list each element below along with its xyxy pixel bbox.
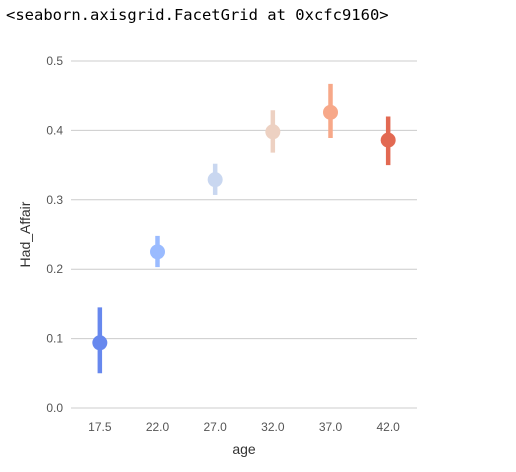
y-tick-label: 0.0: [46, 401, 63, 415]
data-points: [92, 83, 396, 374]
y-tick-labels: 0.0 0.1 0.2 0.3 0.4 0.5: [46, 54, 63, 415]
y-axis-label: Had_Affair: [17, 201, 33, 267]
x-tick-label: 37.0: [319, 420, 343, 434]
x-tick-label: 22.0: [146, 420, 170, 434]
x-tick-label: 42.0: [376, 420, 400, 434]
data-point: [92, 335, 108, 351]
y-tick-label: 0.3: [46, 193, 63, 207]
y-tick-label: 0.1: [46, 332, 63, 346]
x-tick-label: 27.0: [203, 420, 227, 434]
y-tick-label: 0.4: [46, 123, 63, 137]
data-point: [323, 104, 338, 120]
cell-output-repr: <seaborn.axisgrid.FacetGrid at 0xcfc9160…: [6, 6, 389, 24]
x-axis-label: age: [232, 441, 256, 457]
x-tick-label: 17.5: [88, 420, 112, 434]
y-tick-label: 0.5: [46, 54, 63, 68]
y-tick-label: 0.2: [46, 262, 63, 276]
data-point: [150, 244, 165, 260]
gridlines: [71, 60, 417, 409]
x-tick-labels: 17.5 22.0 27.0 32.0 37.0 42.0: [88, 420, 400, 434]
data-point: [380, 132, 396, 148]
data-point: [265, 124, 281, 140]
data-point: [207, 172, 223, 188]
x-tick-label: 32.0: [261, 420, 285, 434]
